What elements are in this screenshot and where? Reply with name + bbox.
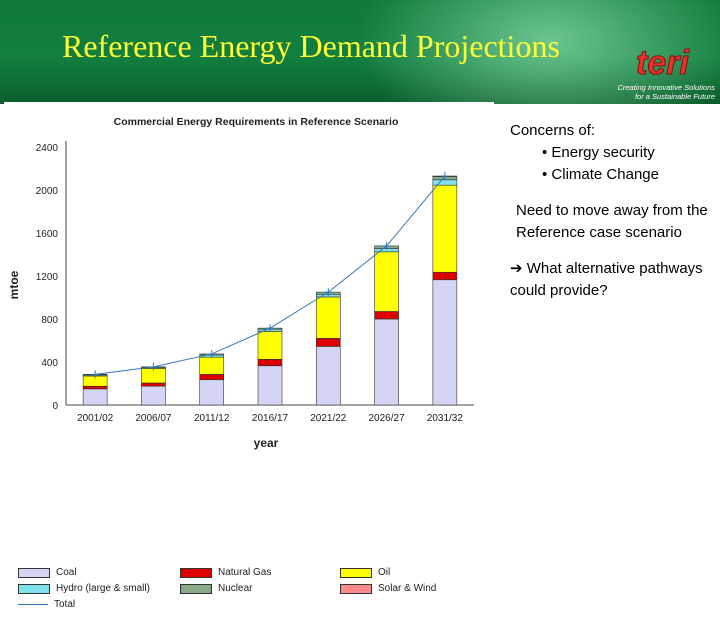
legend-swatch [18, 604, 48, 605]
legend-swatch [180, 567, 212, 578]
bar-segment-natural-gas [374, 311, 399, 320]
bar-segment-natural-gas [257, 359, 283, 367]
bar-segment-coal [374, 318, 399, 406]
alternatives-label: What alternative pathways could provide? [510, 260, 703, 299]
bar-segment-coal [432, 279, 458, 406]
y-tick-label: 800 [41, 315, 58, 326]
bar-segment-coal [257, 365, 283, 406]
logo-mark: teri [636, 44, 690, 82]
total-point [440, 172, 449, 181]
bar-segment-coal [199, 379, 225, 406]
legend-item-solar-wind: Solar & Wind [340, 583, 436, 594]
y-tick-label: 1600 [36, 229, 59, 240]
x-tick-label: 2021/22 [310, 413, 347, 424]
legend-swatch [18, 567, 50, 578]
bar-segment-natural-gas [432, 271, 458, 281]
legend-swatch [180, 583, 212, 594]
header-glow [340, 0, 720, 104]
legend-label: Solar & Wind [378, 583, 437, 594]
total-point [266, 324, 274, 333]
bar-segment-coal [82, 388, 108, 406]
slide-title: Reference Energy Demand Projections [62, 28, 560, 64]
y-tick-label: 0 [52, 401, 58, 412]
total-point [324, 288, 333, 297]
y-tick-label: 2000 [36, 186, 59, 197]
y-tick-label: 400 [41, 358, 58, 369]
bullet-climate-change: • Climate Change [542, 166, 659, 183]
bar-segment-oil [432, 184, 458, 273]
x-tick-label: 2016/17 [252, 413, 289, 424]
bar-segment-oil [374, 251, 399, 312]
legend-item-oil: Oil [340, 567, 390, 578]
bar-segment-coal [141, 385, 166, 406]
legend-label: Oil [378, 567, 391, 578]
legend-label: Hydro (large & small) [56, 583, 150, 594]
legend-label: Natural Gas [218, 567, 272, 578]
x-axis-label: year [254, 436, 279, 450]
bar-segment-hydro-large-small- [432, 179, 458, 186]
legend-item-natural-gas: Natural Gas [180, 567, 271, 578]
alternatives-text: ➔ What alternative pathways could provid… [510, 258, 715, 302]
bar-segment-natural-gas [141, 382, 166, 387]
notes-panel: Concerns of: • Energy security • Climate… [510, 120, 715, 302]
legend-label: Coal [56, 567, 77, 578]
x-tick-label: 2001/02 [77, 413, 114, 424]
total-point [207, 349, 216, 358]
x-tick-label: 2026/27 [368, 413, 405, 424]
y-tick-label: 1200 [36, 272, 59, 283]
need-to-move-text: Need to move away from the Reference cas… [516, 202, 708, 241]
logo-tagline-line-1: Creating Innovative Solutions [617, 83, 715, 92]
x-tick-label: 2006/07 [135, 413, 172, 424]
chart-panel: Commercial Energy Requirements in Refere… [4, 102, 494, 610]
chart-title: Commercial Energy Requirements in Refere… [114, 116, 399, 128]
legend-item-coal: Coal [18, 567, 77, 578]
concerns-heading: Concerns of: [510, 122, 596, 139]
bullet-energy-security: • Energy security [542, 144, 655, 161]
legend-item-total: Total [18, 599, 75, 610]
bar-segment-oil [315, 296, 341, 339]
slide-header: Reference Energy Demand Projections teri… [0, 0, 720, 104]
y-tick-label: 2400 [36, 143, 59, 154]
legend-swatch [340, 567, 372, 578]
bar-segment-oil [257, 331, 283, 360]
bar-segment-coal [315, 346, 341, 406]
legend-item-nuclear: Nuclear [180, 583, 252, 594]
legend-item-hydro-large-small-: Hydro (large & small) [18, 583, 150, 594]
legend-swatch [18, 583, 50, 594]
bar-segment-natural-gas [199, 374, 225, 381]
total-point [382, 241, 391, 250]
chart-legend: Coal Natural Gas Oil Hydro (large & small) N… [18, 567, 488, 627]
energy-chart: Commercial Energy Requirements in Refere… [7, 116, 474, 450]
x-tick-label: 2031/32 [427, 413, 464, 424]
y-axis-label: mtoe [7, 270, 21, 299]
total-point [91, 370, 100, 379]
legend-label: Total [54, 599, 76, 610]
bar-segment-oil [199, 356, 225, 375]
arrow-icon: ➔ [510, 260, 523, 277]
legend-swatch [340, 583, 372, 594]
legend-label: Nuclear [218, 583, 253, 594]
teri-logo: teri [636, 44, 691, 83]
logo-tagline: Creating Innovative Solutions for a Sust… [607, 83, 715, 101]
total-point [149, 362, 158, 371]
bar-segment-natural-gas [82, 385, 108, 390]
bar-segment-natural-gas [315, 338, 341, 347]
logo-tagline-line-2: for a Sustainable Future [634, 92, 715, 101]
x-tick-label: 2011/12 [194, 413, 230, 424]
